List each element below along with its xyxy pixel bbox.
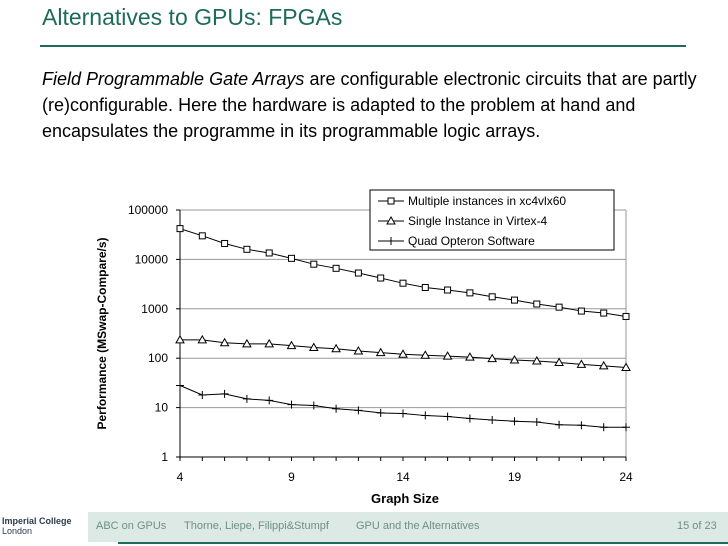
data-point-series-3 [176, 381, 184, 390]
data-point-series-3 [354, 406, 363, 415]
data-point-series-1 [421, 283, 429, 291]
footer-authors[interactable]: Thorne, Liepe, Filippi&Stumpf [184, 520, 329, 532]
data-point-series-1 [622, 312, 630, 320]
data-point-series-3 [220, 389, 229, 398]
data-point-series-2 [509, 354, 520, 364]
data-point-series-1 [243, 245, 251, 253]
data-point-series-2 [286, 340, 297, 350]
x-tick-label: 14 [396, 470, 410, 484]
data-point-series-1 [377, 274, 385, 282]
data-point-series-2 [420, 350, 431, 359]
y-tick-label: 10 [155, 401, 169, 415]
data-point-series-1 [488, 293, 496, 301]
paragraph-italic-term: Field Programmable Gate Arrays [42, 69, 305, 89]
y-tick-label: 100000 [128, 203, 168, 217]
data-point-series-2 [554, 357, 564, 366]
data-point-series-2 [219, 337, 230, 347]
data-point-series-2 [442, 351, 453, 360]
data-point-series-1 [533, 300, 541, 308]
x-tick-label: 4 [177, 470, 184, 484]
data-point-series-1 [265, 249, 273, 257]
x-axis-label: Graph Size [371, 491, 439, 506]
y-axis-label: Performance (MSwap-Compare/s) [95, 237, 109, 429]
legend-marker [387, 197, 395, 205]
imperial-college-logo: Imperial College London [2, 516, 72, 536]
data-point-series-3 [599, 423, 608, 432]
data-point-series-1 [288, 254, 295, 262]
data-point-series-3 [443, 412, 452, 421]
data-point-series-3 [532, 418, 541, 427]
performance-chart: 1 10 100 1000 10000 100000 4 9 14 19 24 Graph Size P… [95, 189, 633, 506]
data-point-series-1 [555, 303, 563, 311]
data-point-series-3 [622, 423, 630, 432]
data-point-series-2 [331, 343, 341, 353]
data-point-series-3 [376, 408, 385, 417]
data-point-series-1 [399, 279, 407, 287]
x-tick-label: 19 [508, 470, 522, 484]
data-point-series-2 [398, 349, 408, 358]
y-tick-label: 1000 [141, 302, 168, 316]
data-point-series-3 [332, 404, 341, 413]
data-point-series-1 [332, 264, 340, 272]
x-tick-label: 9 [288, 470, 295, 484]
data-point-series-2 [197, 334, 208, 344]
data-point-series-1 [511, 296, 518, 304]
footer-short-title[interactable]: ABC on GPUs [96, 520, 167, 532]
data-point-series-2 [531, 355, 542, 365]
y-tick-label: 1 [161, 450, 168, 464]
data-point-series-2 [375, 347, 386, 357]
x-tick-label: 24 [619, 470, 633, 484]
data-point-series-2 [264, 338, 275, 348]
data-point-series-2 [487, 353, 498, 363]
footer-bar [88, 512, 728, 542]
slide-title: Alternatives to GPUs: FPGAs [42, 4, 343, 30]
legend-label: Multiple instances in xc4vlx60 [408, 194, 566, 208]
data-point-series-3 [555, 420, 564, 429]
data-point-series-2 [175, 334, 185, 344]
y-tick-label: 10000 [135, 252, 169, 266]
data-point-series-2 [242, 338, 252, 348]
legend-marker [386, 215, 396, 225]
data-point-series-1 [198, 232, 206, 240]
data-point-series-2 [353, 345, 364, 355]
title-divider [40, 45, 686, 47]
data-point-series-3 [309, 401, 318, 410]
y-tick-label: 100 [148, 351, 168, 365]
footer-underline [118, 542, 728, 544]
data-point-series-3 [421, 411, 430, 420]
data-point-series-1 [354, 269, 362, 277]
data-point-series-3 [399, 409, 407, 418]
logo-line-2: London [2, 526, 33, 536]
data-point-series-3 [242, 394, 251, 403]
data-point-series-2 [308, 342, 319, 351]
logo-line-1: Imperial College [2, 516, 72, 526]
paragraph-text: are configurable electronic circuits tha… [42, 69, 697, 141]
data-point-series-3 [577, 421, 586, 430]
data-point-series-2 [576, 359, 587, 368]
legend-label: Quad Opteron Software [408, 234, 535, 248]
data-point-series-2 [621, 362, 631, 371]
footer-section[interactable]: GPU and the Alternatives [356, 520, 480, 532]
data-point-series-1 [444, 286, 452, 294]
data-point-series-1 [466, 289, 474, 297]
data-point-series-1 [310, 260, 318, 268]
data-point-series-2 [598, 360, 609, 370]
data-point-series-2 [465, 352, 475, 361]
legend-marker [387, 237, 395, 245]
footer-page-number: 15 of 23 [677, 520, 717, 532]
data-point-series-1 [600, 309, 608, 317]
data-point-series-1 [176, 225, 184, 233]
data-point-series-3 [510, 417, 519, 426]
chart-legend [369, 189, 615, 251]
legend-label: Single Instance in Virtex-4 [408, 214, 548, 228]
slide-paragraph: Field Programmable Gate Arrays are confi… [42, 66, 702, 144]
data-point-series-3 [265, 396, 274, 405]
data-point-series-3 [488, 416, 497, 425]
data-point-series-1 [577, 307, 585, 315]
data-point-series-3 [465, 414, 474, 423]
data-point-series-1 [221, 239, 229, 247]
data-point-series-3 [287, 400, 296, 409]
data-point-series-3 [198, 390, 207, 399]
